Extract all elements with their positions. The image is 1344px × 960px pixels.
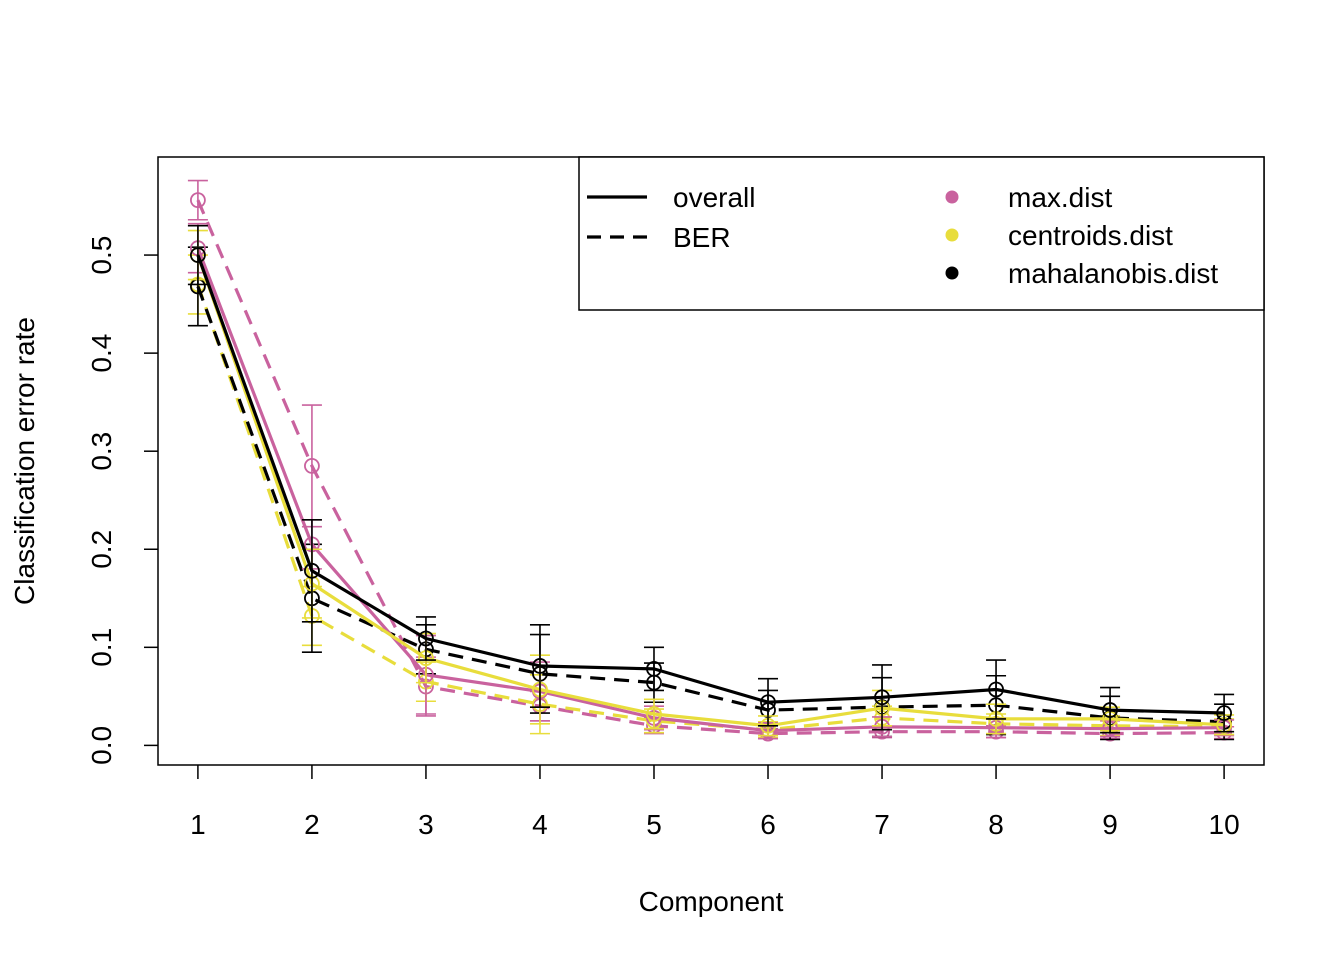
x-tick-label: 4 <box>532 809 548 840</box>
legend-label-mahalanobis.dist: mahalanobis.dist <box>1008 258 1218 289</box>
y-axis-label: Classification error rate <box>9 317 40 605</box>
x-tick-label: 6 <box>760 809 776 840</box>
legend-label-overall: overall <box>673 182 755 213</box>
y-tick-label: 0.1 <box>86 628 117 667</box>
legend-label-BER: BER <box>673 222 731 253</box>
legend-label-max.dist: max.dist <box>1008 182 1112 213</box>
x-tick-label: 1 <box>190 809 206 840</box>
x-tick-label: 9 <box>1102 809 1118 840</box>
y-tick-label: 0.5 <box>86 236 117 275</box>
y-tick-label: 0.3 <box>86 432 117 471</box>
x-tick-label: 5 <box>646 809 662 840</box>
y-tick-label: 0.0 <box>86 726 117 765</box>
x-tick-label: 2 <box>304 809 320 840</box>
x-tick-label: 3 <box>418 809 434 840</box>
x-tick-label: 8 <box>988 809 1004 840</box>
x-tick-label: 10 <box>1209 809 1240 840</box>
x-tick-label: 7 <box>874 809 890 840</box>
y-tick-label: 0.4 <box>86 334 117 373</box>
legend-dot-max.dist <box>946 191 959 204</box>
legend-dot-mahalanobis.dist <box>946 267 959 280</box>
legend-label-centroids.dist: centroids.dist <box>1008 220 1173 251</box>
y-tick-label: 0.2 <box>86 530 117 569</box>
legend-dot-centroids.dist <box>946 229 959 242</box>
x-axis-label: Component <box>639 886 784 917</box>
legend: overall BER max.dist centroids.dist mahalano… <box>579 157 1264 310</box>
